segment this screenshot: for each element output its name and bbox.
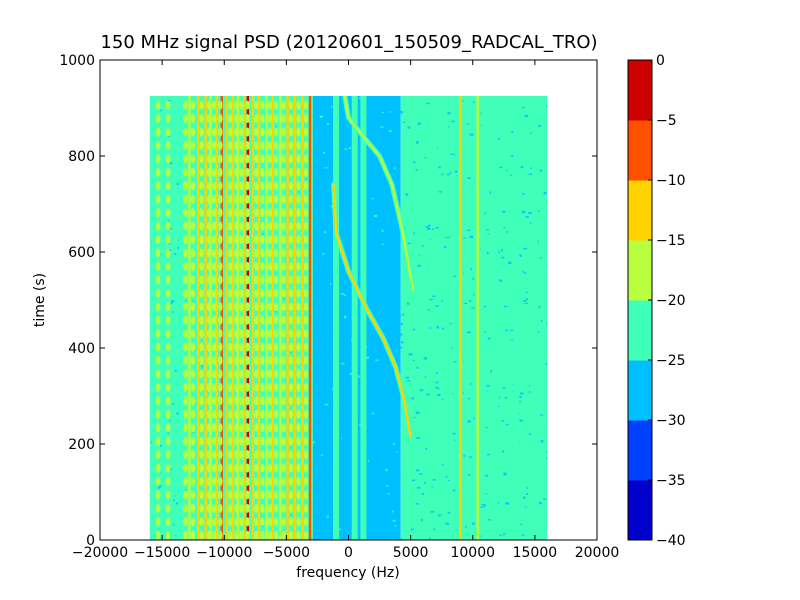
- signal-line-20: [293, 96, 297, 540]
- y-tick-label: 600: [68, 245, 95, 261]
- signal-line-19: [286, 96, 289, 540]
- colorbar-ticks: −40 −35 −30 −25 −20 −15 −10 −5 0: [648, 53, 686, 549]
- y-tick-label: 800: [68, 149, 95, 165]
- signal-line-16: [265, 96, 268, 540]
- signal-line-15: [257, 96, 261, 540]
- y-axis-ticks: 0 200 400 600 800 1000: [59, 53, 597, 549]
- colorbar-bands: [628, 60, 652, 541]
- colorbar-tick-label: −30: [656, 413, 686, 429]
- signal-line-14: [251, 96, 255, 540]
- signal-line-25: [362, 96, 365, 540]
- x-tick-label: 15000: [513, 545, 558, 561]
- x-axis-ticks: −20000 −15000 −10000 −5000 0 5000 10000 15000 20…: [72, 60, 619, 561]
- x-tick-label: 10000: [450, 545, 495, 561]
- colorbar-band: [628, 240, 652, 301]
- signal-line-23: [334, 96, 338, 540]
- x-tick-label: 0: [344, 545, 353, 561]
- signal-line-7: [215, 96, 218, 540]
- colorbar-band: [628, 360, 652, 421]
- y-tick-label: 400: [68, 341, 95, 357]
- signal-line-3: [188, 96, 191, 540]
- y-tick-label: 200: [68, 437, 95, 453]
- signal-line-0: [153, 96, 156, 540]
- x-tick-label: −15000: [134, 545, 190, 561]
- colorbar-tick-label: −10: [656, 173, 686, 189]
- colorbar-band: [628, 60, 652, 121]
- background-region-2: [400, 96, 548, 540]
- signal-line-2: [180, 96, 184, 540]
- drift-track-1: [343, 96, 415, 292]
- colorbar-tick-label: −15: [656, 233, 686, 249]
- signal-line-28: [493, 96, 497, 540]
- x-tick-label: 5000: [393, 545, 429, 561]
- colorbar-tick-label: −5: [656, 113, 677, 129]
- y-tick-label: 0: [86, 533, 95, 549]
- signal-line-24: [353, 96, 356, 540]
- colorbar-band: [628, 120, 652, 181]
- x-tick-label: 20000: [575, 545, 620, 561]
- colorbar-band: [628, 420, 652, 481]
- signal-line-9: [225, 96, 228, 540]
- chart-title: 150 MHz signal PSD (20120601_150509_RADC…: [100, 32, 597, 53]
- y-tick-label: 1000: [59, 53, 95, 69]
- signal-line-17: [271, 96, 274, 540]
- signal-line-29: [515, 96, 518, 540]
- x-tick-label: −20000: [72, 545, 128, 561]
- signal-line-10: [231, 96, 235, 540]
- colorbar-tick-label: −20: [656, 293, 686, 309]
- x-tick-label: −10000: [196, 545, 252, 561]
- signal-line-1: [163, 96, 166, 540]
- heatmap: [149, 96, 548, 540]
- signal-line-27: [476, 96, 479, 540]
- signal-line-22: [308, 96, 312, 540]
- drift-track-0: [332, 183, 412, 438]
- y-axis-label: time (s): [32, 273, 48, 327]
- signal-line-21: [301, 96, 304, 540]
- signal-line-26: [459, 96, 462, 540]
- colorbar-band: [628, 180, 652, 241]
- x-axis-label: frequency (Hz): [296, 565, 399, 581]
- colorbar-tick-label: 0: [656, 53, 665, 69]
- signal-line-12: [242, 96, 246, 540]
- colorbar: −40 −35 −30 −25 −20 −15 −10 −5 0: [627, 53, 686, 549]
- x-tick-label: −5000: [263, 545, 310, 561]
- colorbar-tick-label: −40: [656, 533, 686, 549]
- colorbar-band: [628, 480, 652, 541]
- signal-line-4: [196, 96, 200, 540]
- signal-line-5: [204, 96, 207, 540]
- plot-area: −20000 −15000 −10000 −5000 0 5000 10000 15000 20…: [59, 53, 619, 561]
- signal-line-30: [533, 96, 537, 540]
- signal-line-18: [278, 96, 282, 540]
- colorbar-tick-label: −25: [656, 353, 686, 369]
- colorbar-band: [628, 300, 652, 361]
- colorbar-tick-label: −35: [656, 473, 686, 489]
- interference-beads: [155, 100, 309, 540]
